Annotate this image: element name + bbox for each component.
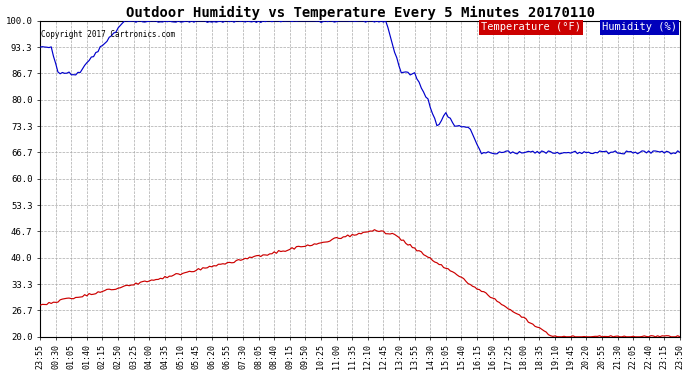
Text: Temperature (°F): Temperature (°F) xyxy=(481,22,581,33)
Text: Humidity (%): Humidity (%) xyxy=(602,22,677,33)
Text: Humidity (%): Humidity (%) xyxy=(602,22,677,33)
Title: Outdoor Humidity vs Temperature Every 5 Minutes 20170110: Outdoor Humidity vs Temperature Every 5 … xyxy=(126,6,595,20)
Text: Copyright 2017 Cartronics.com: Copyright 2017 Cartronics.com xyxy=(41,30,175,39)
